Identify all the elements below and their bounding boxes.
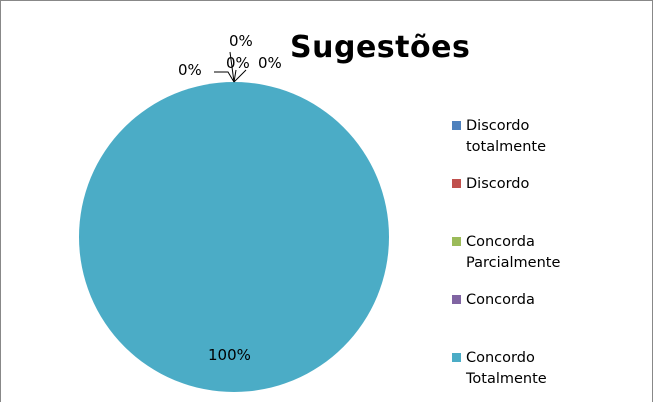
leader-line-discordo-totalmente — [214, 71, 235, 83]
data-label-concorda: 0% — [258, 54, 282, 72]
legend-label: Concorda — [466, 292, 535, 308]
leader-line-concorda-parcialmente — [233, 69, 237, 83]
legend-swatch — [452, 179, 461, 188]
leader-line-discordo — [229, 51, 235, 83]
data-label-concorda-parcialmente: 0% — [226, 54, 250, 72]
legend-swatch — [452, 353, 461, 362]
legend-label: Discordo — [466, 176, 530, 192]
legend-swatch — [452, 121, 461, 130]
pie-slice-concordo-totalmente — [79, 82, 389, 392]
legend-item-concordo-totalmente: Concordo Totalmente — [452, 348, 547, 390]
leader-line-concorda — [233, 69, 247, 83]
legend: Discordo totalmente Discordo Concorda Pa… — [452, 0, 652, 403]
data-label-concordo-totalmente: 100% — [208, 346, 251, 364]
legend-item-concorda-parcialmente: Concorda Parcialmente — [452, 232, 560, 274]
chart-title: Sugestões — [290, 30, 471, 65]
legend-item-discordo: Discordo — [452, 174, 529, 195]
legend-label: Concorda Parcialmente — [466, 234, 561, 271]
data-label-discordo: 0% — [229, 32, 253, 50]
legend-label: Discordo totalmente — [466, 118, 546, 155]
legend-swatch — [452, 237, 461, 246]
data-label-discordo-totalmente: 0% — [178, 61, 202, 79]
legend-label: Concordo Totalmente — [466, 350, 547, 387]
legend-swatch — [452, 295, 461, 304]
legend-item-concorda: Concorda — [452, 290, 535, 311]
legend-item-discordo-totalmente: Discordo totalmente — [452, 116, 546, 158]
